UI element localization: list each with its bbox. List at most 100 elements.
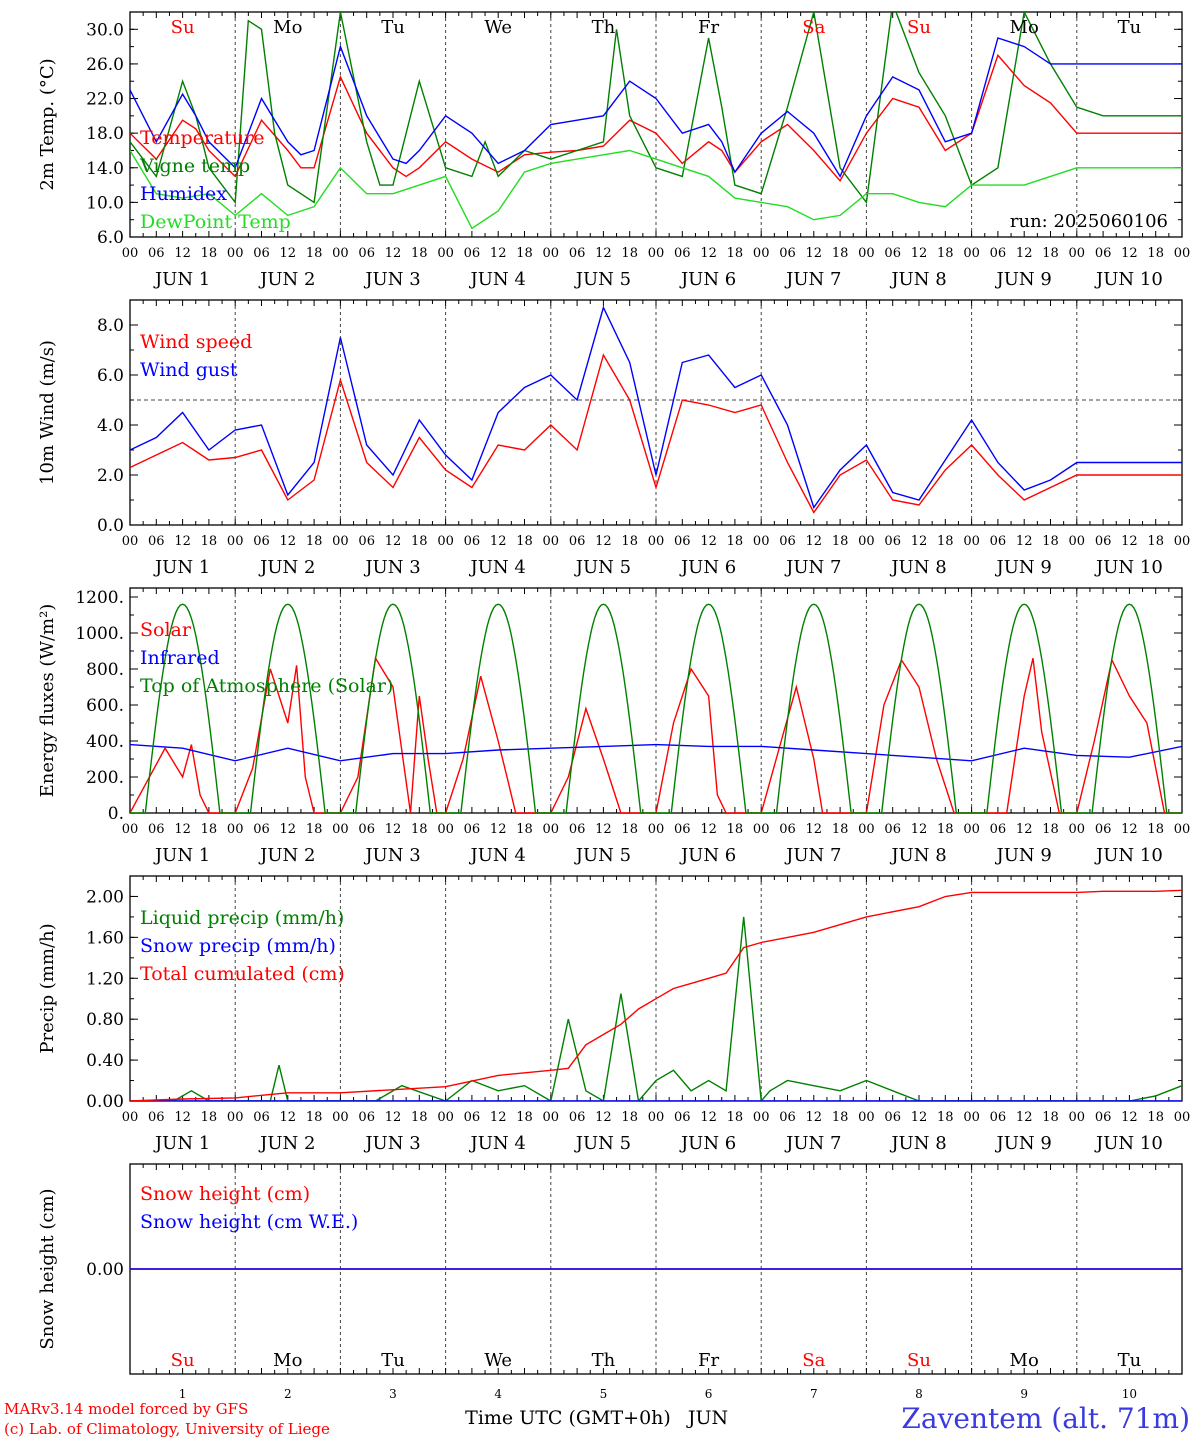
x-date-label: JUN 10 — [1094, 845, 1163, 866]
x-hour-label: 00 — [1069, 246, 1086, 261]
x-hour-label: 12 — [595, 246, 612, 261]
x-hour-label: 00 — [543, 534, 560, 549]
weekday-label: Tu — [1118, 1350, 1142, 1371]
x-hour-label: 18 — [516, 534, 533, 549]
y-axis-title: Energy fluxes (W/m²) — [37, 604, 58, 798]
series-line-dewpoint-temp — [130, 149, 1182, 230]
x-hour-label: 12 — [385, 246, 402, 261]
footer: MARv3.14 model forced by GFS (c) Lab. of … — [4, 1400, 1190, 1438]
y-tick-label: 1.60 — [86, 928, 124, 948]
x-hour-label: 06 — [1095, 246, 1112, 261]
x-hour-label: 18 — [411, 822, 428, 837]
x-hour-label: 06 — [253, 1110, 270, 1125]
series-line-temperature — [130, 53, 1182, 183]
weekday-label: Su — [171, 1350, 195, 1371]
x-date-label: JUN 8 — [889, 269, 946, 290]
x-date-label: JUN 5 — [574, 269, 631, 290]
weekday-label: Su — [171, 17, 195, 38]
x-hour-label: 06 — [1095, 534, 1112, 549]
x-date-label: JUN 4 — [469, 845, 526, 866]
y-tick-label: 0. — [108, 804, 124, 824]
x-date-label: JUN 8 — [889, 1133, 946, 1154]
day-number: 7 — [810, 1387, 818, 1401]
x-hour-label: 00 — [332, 534, 349, 549]
legend-entry: Solar — [140, 619, 192, 641]
x-hour-label: 12 — [280, 246, 297, 261]
x-hour-label: 12 — [174, 822, 191, 837]
x-hour-label: 06 — [990, 534, 1007, 549]
x-hour-label: 06 — [1095, 822, 1112, 837]
x-hour-label: 06 — [674, 246, 691, 261]
y-axis-title: 10m Wind (m/s) — [37, 340, 58, 485]
x-date-label: JUN 1 — [153, 269, 210, 290]
x-hour-label: 06 — [884, 822, 901, 837]
copyright: (c) Lab. of Climatology, University of L… — [4, 1420, 330, 1438]
x-hour-label: 06 — [464, 1110, 481, 1125]
x-hour-label: 00 — [1174, 1110, 1191, 1125]
x-hour-label: 18 — [1147, 1110, 1164, 1125]
x-hour-label: 00 — [1174, 822, 1191, 837]
x-hour-label: 18 — [1147, 822, 1164, 837]
x-hour-label: 00 — [437, 1110, 454, 1125]
x-date-label: JUN 4 — [469, 1133, 526, 1154]
x-hour-label: 06 — [569, 822, 586, 837]
x-hour-label: 12 — [1121, 246, 1138, 261]
panel-3: 0. 200. 400. 600. 800. 1000. 1200. Energy fluxe… — [37, 587, 1191, 866]
y-tick-label: 0.00 — [86, 1092, 124, 1112]
y-tick-label: 1200. — [75, 588, 124, 608]
x-hour-label: 06 — [674, 534, 691, 549]
x-date-label: JUN 4 — [469, 269, 526, 290]
x-hour-label: 18 — [1042, 1110, 1059, 1125]
day-number: 10 — [1122, 1387, 1137, 1401]
legend-entry: Top of Atmosphere (Solar) — [140, 675, 393, 697]
x-date-label: JUN 7 — [784, 557, 841, 578]
x-hour-label: 18 — [937, 1110, 954, 1125]
x-hour-label: 12 — [490, 534, 507, 549]
y-tick-label: 4.0 — [97, 416, 124, 436]
x-date-label: JUN 7 — [784, 1133, 841, 1154]
model-credit: MARv3.14 model forced by GFS — [4, 1400, 248, 1418]
x-hour-label: 06 — [464, 246, 481, 261]
x-hour-label: 18 — [516, 822, 533, 837]
x-date-label: JUN 6 — [679, 557, 736, 578]
x-hour-label: 12 — [174, 534, 191, 549]
x-hour-label: 06 — [148, 246, 165, 261]
run-label: run: 2025060106 — [1010, 211, 1168, 232]
x-hour-label: 18 — [201, 1110, 218, 1125]
x-hour-label: 12 — [806, 822, 823, 837]
x-date-label: JUN 8 — [889, 557, 946, 578]
x-hour-label: 18 — [727, 534, 744, 549]
x-date-label: JUN 10 — [1094, 1133, 1163, 1154]
x-hour-label: 12 — [490, 246, 507, 261]
weekday-label: Th — [592, 1350, 616, 1371]
x-date-label: JUN 2 — [258, 557, 315, 578]
x-hour-label: 12 — [490, 822, 507, 837]
legend-entry: DewPoint Temp — [140, 211, 291, 233]
legend-entry: Snow precip (mm/h) — [140, 935, 336, 957]
y-tick-label: 0.00 — [86, 1260, 124, 1280]
x-date-label: JUN 5 — [574, 557, 631, 578]
y-tick-label: 0.0 — [97, 516, 124, 536]
x-hour-label: 00 — [122, 246, 139, 261]
x-hour-label: 12 — [1016, 534, 1033, 549]
x-hour-label: 18 — [727, 246, 744, 261]
series-line-wind-gust — [130, 305, 1182, 510]
y-tick-label: 1.20 — [86, 969, 124, 989]
x-date-label: JUN 9 — [995, 1133, 1052, 1154]
x-hour-label: 12 — [280, 534, 297, 549]
x-hour-label: 00 — [227, 246, 244, 261]
x-hour-label: 00 — [753, 534, 770, 549]
x-hour-label: 12 — [1016, 246, 1033, 261]
panel-5: 0.00 Snow height (cm) Snow height (cm) Snow… — [37, 1163, 1183, 1401]
x-hour-label: 00 — [227, 822, 244, 837]
x-hour-label: 00 — [122, 534, 139, 549]
x-hour-label: 18 — [621, 1110, 638, 1125]
series-line-top-of-atmosphere-solar- — [130, 603, 1182, 813]
series-line-total-cumulated-cm- — [130, 889, 1182, 1101]
legend-entry: Liquid precip (mm/h) — [140, 907, 344, 929]
x-hour-label: 06 — [358, 822, 375, 837]
x-hour-label: 00 — [332, 1110, 349, 1125]
x-hour-label: 06 — [148, 1110, 165, 1125]
x-hour-label: 00 — [753, 246, 770, 261]
x-hour-label: 18 — [727, 1110, 744, 1125]
